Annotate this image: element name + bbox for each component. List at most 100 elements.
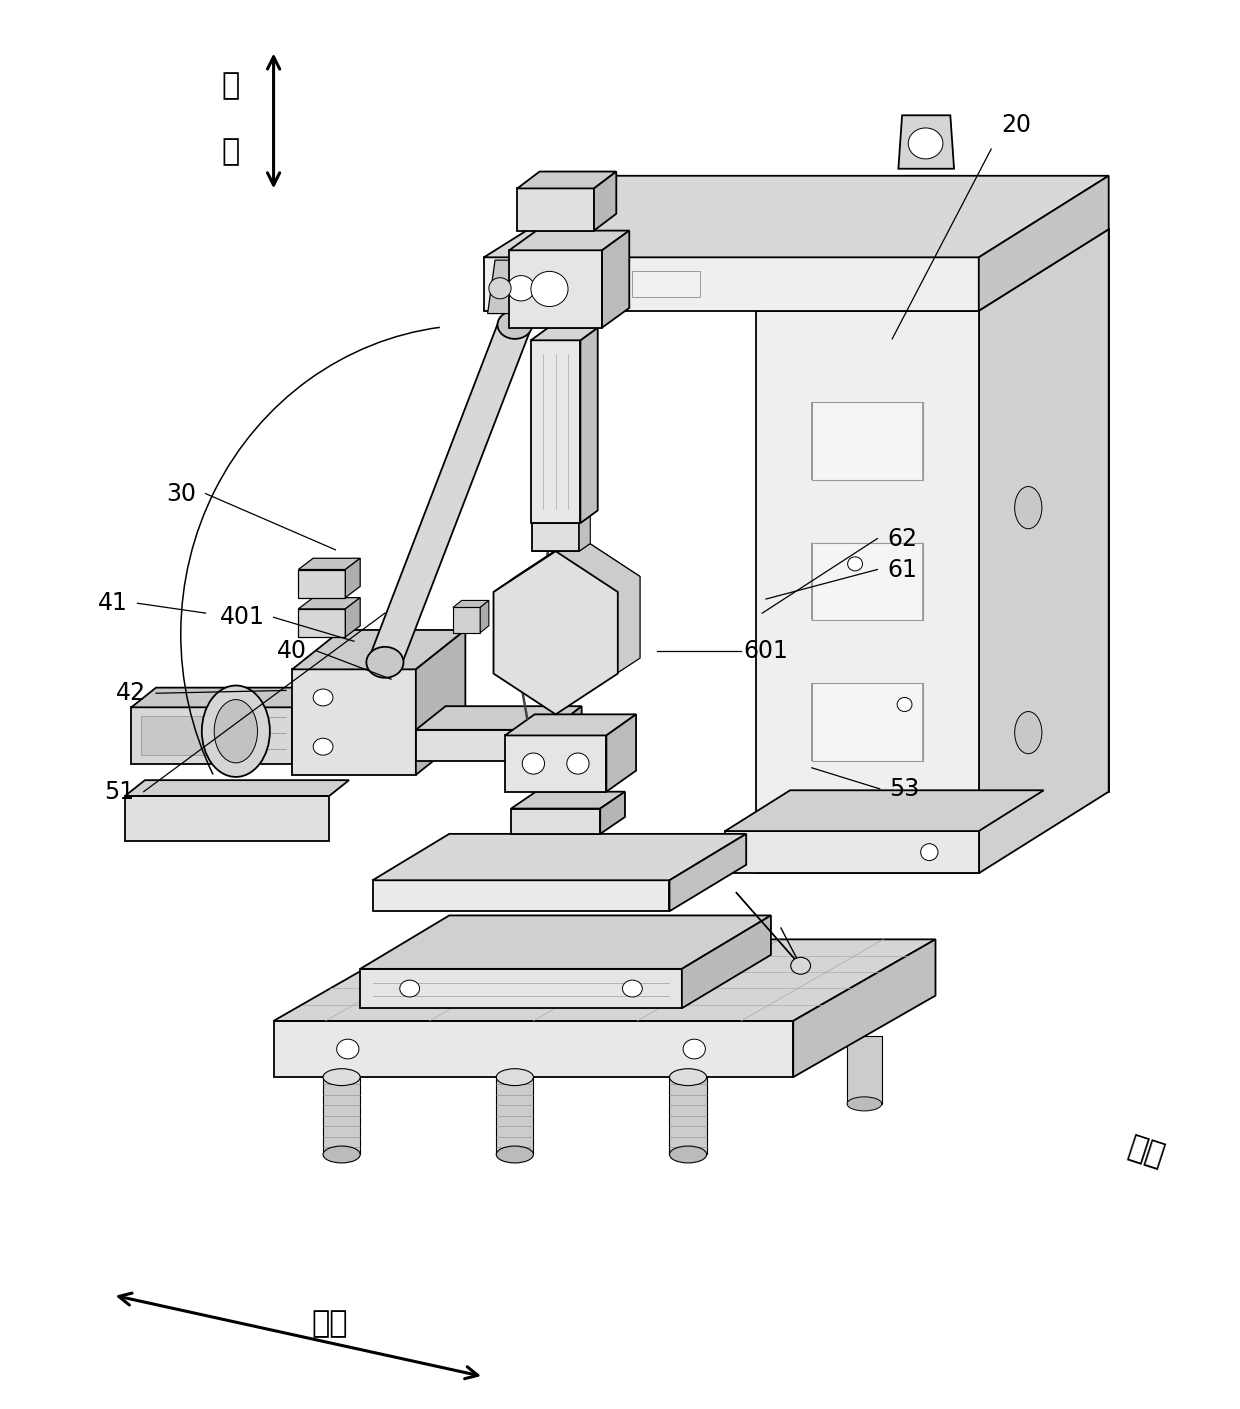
Polygon shape [670,1076,707,1154]
Polygon shape [131,707,293,764]
Polygon shape [505,714,636,735]
Polygon shape [345,597,360,637]
Polygon shape [594,172,616,231]
Polygon shape [603,231,629,328]
Polygon shape [533,272,601,297]
Text: 40: 40 [277,640,308,664]
Polygon shape [517,172,616,189]
Polygon shape [756,311,978,874]
Polygon shape [125,781,348,796]
Ellipse shape [897,697,911,712]
Ellipse shape [531,272,568,307]
Text: 401: 401 [221,606,265,630]
Polygon shape [324,1076,360,1154]
Polygon shape [453,607,480,633]
Polygon shape [299,558,360,569]
Text: 横向: 横向 [1123,1133,1168,1171]
Polygon shape [274,940,935,1022]
Text: 62: 62 [887,527,918,551]
Polygon shape [580,328,598,523]
Polygon shape [670,834,746,912]
Ellipse shape [215,700,258,762]
Ellipse shape [489,278,511,299]
Polygon shape [510,251,603,328]
Polygon shape [293,630,465,669]
Polygon shape [794,940,935,1076]
Polygon shape [725,790,1044,831]
Polygon shape [345,558,360,597]
Polygon shape [552,706,582,761]
Polygon shape [487,261,542,314]
Ellipse shape [920,844,937,861]
Text: 前后: 前后 [311,1309,347,1337]
Text: 601: 601 [744,640,789,664]
Text: 53: 53 [889,776,920,800]
Text: 61: 61 [887,558,918,582]
Polygon shape [812,542,923,620]
Polygon shape [505,735,606,792]
Polygon shape [812,683,923,761]
Text: 42: 42 [117,681,146,706]
Polygon shape [531,341,580,523]
Ellipse shape [507,276,534,302]
Ellipse shape [908,128,942,159]
Polygon shape [511,809,600,834]
Polygon shape [415,630,465,775]
Ellipse shape [848,557,863,571]
Polygon shape [682,916,771,1009]
Polygon shape [125,796,330,841]
Text: 41: 41 [98,592,128,616]
Polygon shape [511,792,625,809]
Polygon shape [579,516,590,551]
Polygon shape [898,116,954,169]
Ellipse shape [202,686,270,776]
Polygon shape [496,1076,533,1154]
Polygon shape [978,230,1109,874]
Polygon shape [606,714,636,792]
Polygon shape [494,576,516,674]
Polygon shape [415,730,552,761]
Polygon shape [372,881,670,912]
Polygon shape [293,669,415,775]
Ellipse shape [791,957,811,974]
Polygon shape [532,523,579,551]
Polygon shape [360,916,771,969]
Ellipse shape [337,1040,358,1060]
Text: 20: 20 [1001,113,1030,137]
Ellipse shape [567,752,589,774]
Polygon shape [299,609,345,637]
Polygon shape [453,600,489,607]
Polygon shape [516,535,640,699]
Polygon shape [517,189,594,231]
Ellipse shape [1014,712,1042,754]
Ellipse shape [670,1068,707,1085]
Ellipse shape [314,689,334,706]
Text: 51: 51 [104,779,134,803]
Polygon shape [141,716,228,755]
Ellipse shape [847,1096,882,1110]
Polygon shape [887,230,1109,792]
Ellipse shape [496,1146,533,1162]
Polygon shape [360,969,682,1009]
Ellipse shape [399,981,419,998]
Ellipse shape [324,1146,360,1162]
Polygon shape [299,597,360,609]
Polygon shape [480,600,489,633]
Polygon shape [299,569,345,597]
Polygon shape [978,176,1109,311]
Polygon shape [484,258,978,311]
Polygon shape [372,834,746,881]
Polygon shape [131,688,317,707]
Polygon shape [510,231,629,251]
Polygon shape [632,272,701,297]
Ellipse shape [496,1068,533,1085]
Text: 下: 下 [221,137,239,166]
Polygon shape [484,176,1109,258]
Ellipse shape [497,311,532,340]
Polygon shape [371,317,529,669]
Ellipse shape [622,981,642,998]
Polygon shape [600,792,625,834]
Text: 上: 上 [221,72,239,100]
Polygon shape [494,535,578,592]
Polygon shape [274,1022,794,1076]
